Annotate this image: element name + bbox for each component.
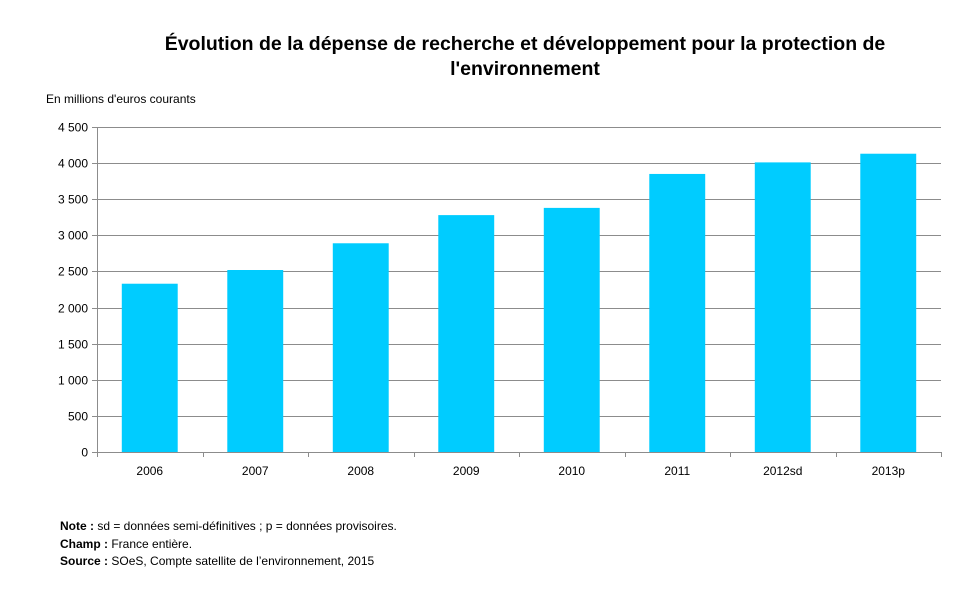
y-tick-label: 4 500 bbox=[58, 121, 88, 135]
y-tick-label: 4 000 bbox=[58, 157, 88, 171]
x-tick-label: 2006 bbox=[136, 464, 163, 478]
bars bbox=[121, 153, 917, 452]
bar-2007 bbox=[227, 270, 284, 452]
y-tick-label: 500 bbox=[68, 410, 88, 424]
source-text: SOeS, Compte satellite de l’environnemen… bbox=[108, 554, 375, 568]
chart-title: Évolution de la dépense de recherche et … bbox=[164, 33, 886, 80]
note-line: Note : sd = données semi-définitives ; p… bbox=[60, 518, 397, 536]
source-line: Source : SOeS, Compte satellite de l’env… bbox=[60, 553, 397, 571]
y-tick-label: 2 500 bbox=[58, 265, 88, 279]
gridlines bbox=[97, 127, 941, 417]
y-tick-label: 1 500 bbox=[58, 338, 88, 352]
y-tick-label: 2 000 bbox=[58, 302, 88, 316]
champ-text: France entière. bbox=[108, 536, 193, 551]
bar-2008 bbox=[332, 243, 389, 452]
chart-notes: Note : sd = données semi-définitives ; p… bbox=[60, 518, 397, 571]
champ-line: Champ : France entière. bbox=[60, 536, 397, 554]
x-tick-labels: 2006 2007 2008 2009 2010 2011 2012sd 2013p bbox=[136, 464, 905, 478]
note-label: Note : bbox=[60, 519, 94, 533]
bar-2009 bbox=[438, 215, 495, 452]
x-tick-label: 2010 bbox=[558, 464, 585, 478]
bar-2013p bbox=[860, 153, 917, 452]
bar-2010 bbox=[543, 207, 600, 452]
x-tick-label: 2011 bbox=[664, 464, 690, 478]
x-tick-label: 2007 bbox=[242, 464, 269, 478]
y-tick-label: 1 000 bbox=[58, 374, 88, 388]
note-text: sd = données semi-définitives ; p = donn… bbox=[94, 519, 397, 533]
y-tick-labels: 0 500 1 000 1 500 2 000 2 500 3 000 3 500 4 000 4… bbox=[58, 121, 88, 460]
x-tick-label: 2008 bbox=[347, 464, 374, 478]
y-tick-label: 3 000 bbox=[58, 229, 88, 243]
source-label: Source : bbox=[60, 554, 109, 568]
x-tick-label: 2009 bbox=[453, 464, 480, 478]
y-tick-label: 0 bbox=[81, 446, 88, 460]
bar-2011 bbox=[649, 173, 706, 452]
axes bbox=[92, 127, 942, 457]
y-axis-unit-label: En millions d'euros courants bbox=[46, 92, 196, 106]
bar-2012sd bbox=[754, 162, 811, 452]
champ-label: Champ : bbox=[60, 536, 108, 551]
y-tick-label: 3 500 bbox=[58, 193, 88, 207]
x-tick-label: 2013p bbox=[872, 464, 906, 478]
x-tick-label: 2012sd bbox=[763, 464, 802, 478]
bar-2006 bbox=[121, 283, 178, 452]
